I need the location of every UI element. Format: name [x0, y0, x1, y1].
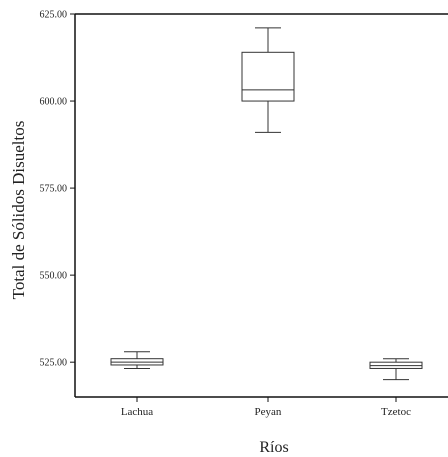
x-axis: Lachua Peyan Tzetoc	[75, 396, 448, 418]
y-tick-label-1: 550.00	[40, 271, 68, 282]
box-lachua	[110, 351, 164, 369]
x-tick-label-2: Tzetoc	[381, 406, 411, 418]
y-axis: 525.00 550.00 575.00 600.00 625.00	[40, 10, 76, 397]
y-tick-label-2: 575.00	[40, 184, 68, 195]
y-tick-label-0: 525.00	[40, 358, 68, 369]
box-series	[110, 27, 423, 381]
box-tzetoc	[369, 358, 423, 381]
iqr-box	[241, 51, 295, 102]
y-axis-title: Total de Sólidos Disueltos	[9, 121, 28, 300]
x-tick-label-1: Peyan	[255, 406, 282, 418]
y-tick-label-4: 625.00	[40, 10, 68, 21]
y-tick-label-3: 600.00	[40, 97, 68, 108]
x-axis-title: Ríos	[259, 439, 288, 456]
x-tick-label-0: Lachua	[121, 406, 153, 418]
box-peyan	[241, 27, 295, 133]
